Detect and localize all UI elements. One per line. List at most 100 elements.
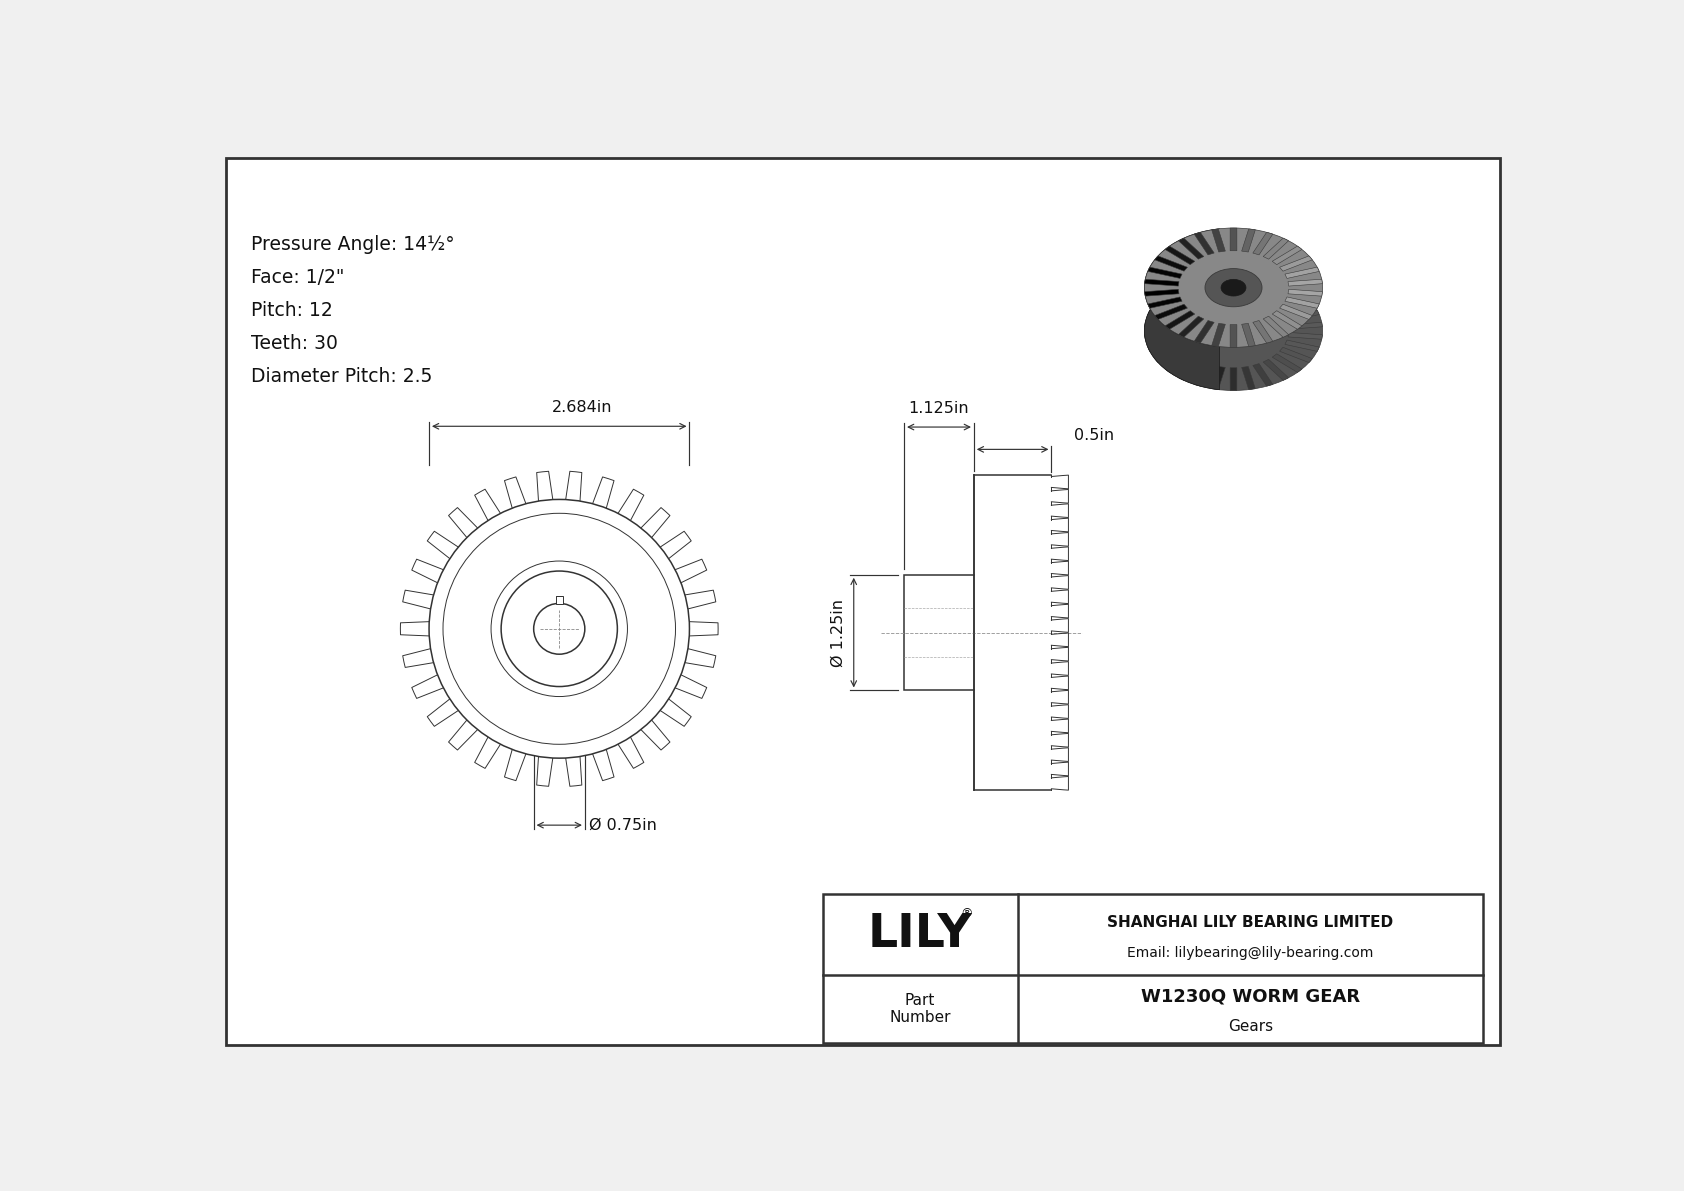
Polygon shape	[642, 721, 670, 750]
Bar	[904, 575, 973, 691]
Polygon shape	[475, 490, 500, 520]
Polygon shape	[1155, 304, 1187, 319]
Polygon shape	[1241, 323, 1255, 347]
Polygon shape	[1148, 297, 1182, 308]
Polygon shape	[1241, 229, 1255, 252]
Polygon shape	[1212, 229, 1226, 252]
Polygon shape	[1165, 311, 1194, 329]
Polygon shape	[1229, 368, 1236, 391]
Polygon shape	[566, 472, 581, 501]
Polygon shape	[1285, 341, 1319, 351]
Polygon shape	[1229, 272, 1236, 294]
Polygon shape	[1280, 299, 1312, 314]
Polygon shape	[1145, 323, 1179, 329]
Polygon shape	[675, 675, 707, 698]
Polygon shape	[402, 649, 433, 667]
Ellipse shape	[1150, 262, 1317, 375]
Polygon shape	[1179, 360, 1204, 380]
Polygon shape	[685, 591, 716, 609]
Polygon shape	[1165, 247, 1194, 264]
Text: 2.684in: 2.684in	[552, 400, 613, 414]
Polygon shape	[593, 476, 615, 509]
Polygon shape	[1271, 311, 1302, 329]
Polygon shape	[505, 476, 525, 509]
Polygon shape	[1194, 275, 1214, 298]
Polygon shape	[413, 675, 443, 698]
Polygon shape	[689, 622, 717, 636]
Ellipse shape	[1145, 272, 1322, 391]
Polygon shape	[1212, 367, 1226, 389]
Text: Part
Number: Part Number	[889, 993, 951, 1025]
Polygon shape	[1253, 320, 1273, 343]
Text: Pitch: 12: Pitch: 12	[251, 301, 332, 319]
Polygon shape	[675, 560, 707, 582]
Text: Teeth: 30: Teeth: 30	[251, 333, 338, 353]
Polygon shape	[618, 737, 643, 768]
Polygon shape	[1145, 332, 1179, 339]
Text: Pressure Angle: 14½°: Pressure Angle: 14½°	[251, 235, 455, 254]
Polygon shape	[475, 737, 500, 768]
Text: 0.5in: 0.5in	[1074, 429, 1115, 443]
Polygon shape	[1165, 354, 1194, 373]
Polygon shape	[1263, 360, 1288, 380]
Polygon shape	[1179, 281, 1204, 303]
Polygon shape	[1253, 275, 1273, 298]
Polygon shape	[1288, 289, 1322, 297]
Polygon shape	[1148, 310, 1182, 322]
Polygon shape	[1155, 348, 1187, 362]
Polygon shape	[1263, 281, 1288, 303]
Polygon shape	[428, 699, 458, 727]
Polygon shape	[505, 749, 525, 780]
Polygon shape	[1285, 297, 1319, 308]
Polygon shape	[1165, 289, 1194, 307]
Ellipse shape	[1206, 269, 1261, 307]
Polygon shape	[1253, 363, 1273, 386]
Polygon shape	[1271, 247, 1302, 264]
Circle shape	[502, 570, 618, 686]
Text: Gears: Gears	[1228, 1018, 1273, 1034]
Polygon shape	[1194, 363, 1214, 386]
Polygon shape	[428, 531, 458, 559]
Polygon shape	[1145, 229, 1219, 389]
Text: Diameter Pitch: 2.5: Diameter Pitch: 2.5	[251, 367, 433, 386]
Polygon shape	[1288, 323, 1322, 329]
Polygon shape	[660, 699, 690, 727]
Polygon shape	[1155, 299, 1187, 314]
Polygon shape	[1280, 304, 1312, 319]
Circle shape	[534, 604, 584, 654]
Polygon shape	[1253, 232, 1273, 255]
Polygon shape	[1280, 256, 1312, 272]
Polygon shape	[401, 622, 429, 636]
Polygon shape	[593, 749, 615, 780]
Polygon shape	[1285, 310, 1319, 322]
Text: SHANGHAI LILY BEARING LIMITED: SHANGHAI LILY BEARING LIMITED	[1108, 915, 1393, 930]
Polygon shape	[1241, 272, 1255, 295]
Polygon shape	[1194, 232, 1214, 255]
Polygon shape	[1288, 279, 1322, 286]
Polygon shape	[448, 721, 478, 750]
Polygon shape	[1288, 332, 1322, 339]
Polygon shape	[566, 756, 581, 786]
Polygon shape	[448, 507, 478, 537]
Polygon shape	[1148, 267, 1182, 279]
Polygon shape	[1271, 289, 1302, 307]
Text: Ø 0.75in: Ø 0.75in	[589, 818, 657, 833]
Polygon shape	[1263, 317, 1288, 337]
Text: ®: ®	[960, 906, 973, 919]
Bar	[556, 597, 562, 604]
Polygon shape	[1271, 354, 1302, 373]
Text: 1.125in: 1.125in	[909, 400, 970, 416]
Polygon shape	[1148, 341, 1182, 351]
Text: W1230Q WORM GEAR: W1230Q WORM GEAR	[1140, 989, 1361, 1006]
Polygon shape	[642, 507, 670, 537]
Polygon shape	[1145, 279, 1179, 286]
Polygon shape	[537, 472, 552, 501]
Polygon shape	[1179, 317, 1204, 337]
Text: Face: 1/2": Face: 1/2"	[251, 268, 344, 287]
Polygon shape	[413, 560, 443, 582]
Polygon shape	[1285, 267, 1319, 279]
Polygon shape	[1229, 325, 1236, 348]
Polygon shape	[1280, 348, 1312, 362]
Polygon shape	[1145, 289, 1179, 297]
Text: Email: lilybearing@lily-bearing.com: Email: lilybearing@lily-bearing.com	[1127, 946, 1374, 960]
